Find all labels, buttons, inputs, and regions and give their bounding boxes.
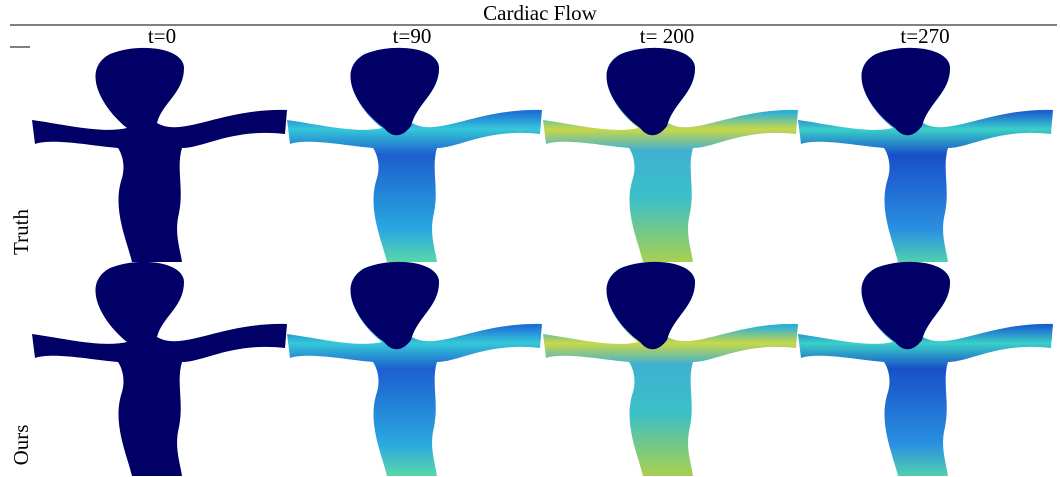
flow-panel [32, 47, 287, 262]
column-header: t=0 [148, 24, 176, 48]
column-header: t=270 [900, 24, 949, 48]
bulb [861, 47, 950, 136]
bulb [350, 261, 439, 350]
column-header: t= 200 [640, 24, 694, 48]
flow-panel [32, 261, 287, 476]
bulb [606, 261, 695, 350]
bulb [350, 47, 439, 136]
bulb [861, 261, 950, 350]
bulb [606, 47, 695, 136]
row-label: Ours [9, 425, 33, 466]
figure-title: Cardiac Flow [483, 1, 598, 25]
row-label: Truth [9, 209, 33, 255]
panels [32, 47, 1053, 476]
column-header: t=90 [393, 24, 432, 48]
